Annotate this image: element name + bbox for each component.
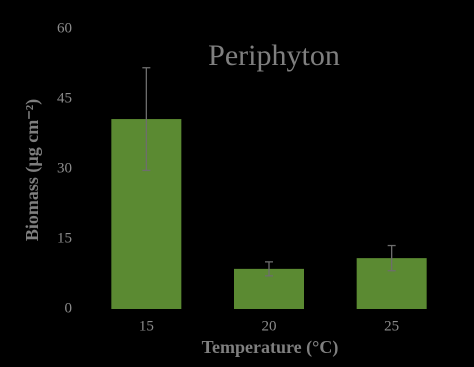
x-tick-label: 20 [262,318,277,334]
error-bar [142,67,151,172]
y-tick-label: 45 [57,90,72,106]
x-tick-label: 15 [139,318,154,334]
y-tick-label: 0 [65,300,73,316]
error-bar [265,261,273,277]
y-tick-label: 60 [57,20,72,36]
chart-title: Periphyton [208,39,340,72]
y-tick-label: 15 [57,230,72,246]
error-bar [387,244,396,272]
x-tick-label: 25 [384,318,399,334]
y-axis-label: Biomass (µg cm⁻²) [22,99,43,241]
y-tick-label: 30 [57,160,72,176]
x-axis-label: Temperature (°C) [202,337,339,358]
